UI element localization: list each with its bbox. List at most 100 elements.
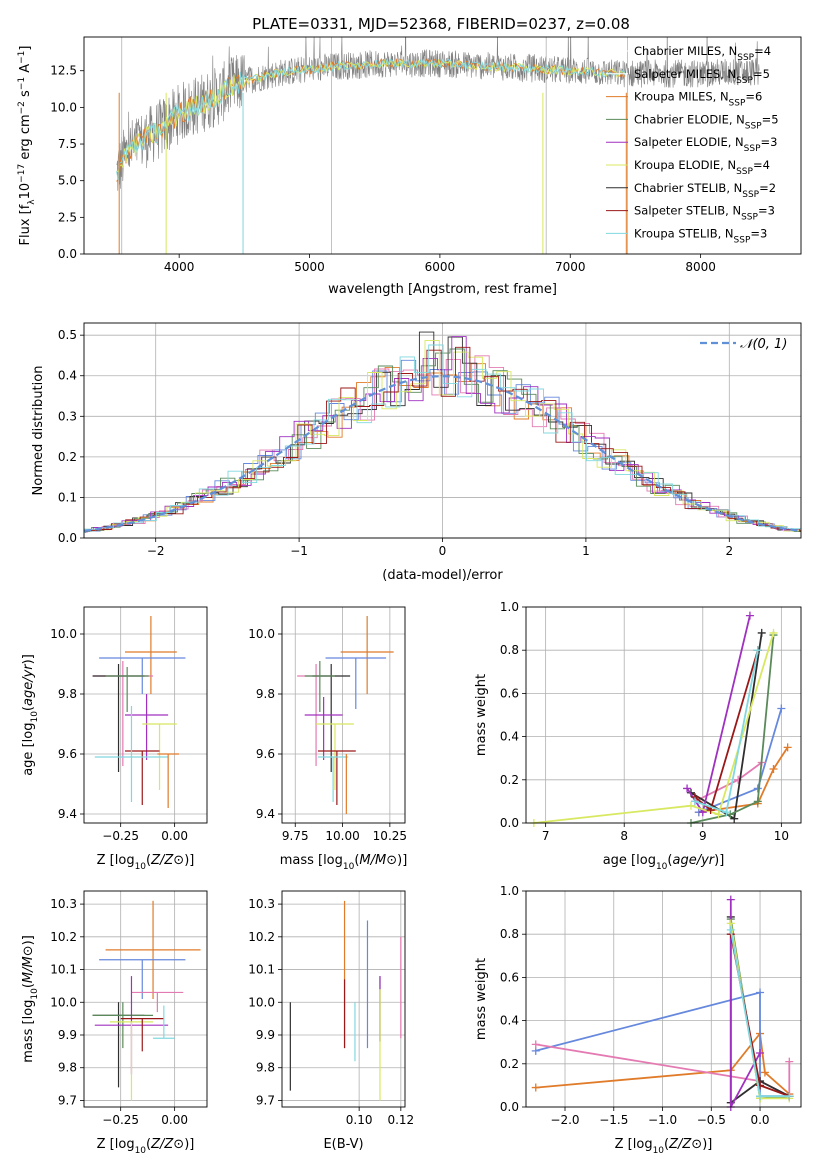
x-tick-label: 2 [725,544,733,558]
x-tick-label: 0.00 [161,1113,188,1127]
y-tick-label: 0.0 [58,531,77,545]
data-point [769,628,778,637]
y-tick-label: 9.7 [256,1093,275,1107]
x-tick-label: −2 [147,544,165,558]
figure-title: PLATE=0331, MJD=52368, FIBERID=0237, z=0… [252,15,630,33]
legend-entry: 𝒩(0, 1) [740,337,787,352]
label-part: age/yr [21,663,36,706]
label-part: ( [21,983,36,988]
panel-mass-vs-Z: −0.25 0.00 9.7 9.8 9.9 10.0 10.1 10.2 10.3 Z [log… [21,890,208,1156]
x-tick-label: 0.10 [346,1113,373,1127]
y-tick-label: 0.0 [500,1100,519,1114]
y-tick-label: 2.5 [58,210,77,224]
label-part: 10 [30,988,40,1000]
x-axis-label: wavelength [Angstrom, rest frame] [328,282,557,297]
y-axis-label: mass [log10(M/M⊙)] [21,935,40,1063]
y-tick-label: 9.7 [58,1093,77,1107]
label-part: mass [log [280,853,343,868]
x-axis-label: mass [log10(M/M⊙)] [280,853,408,872]
y-tick-label: 10.0 [248,995,275,1009]
y-tick-label: 0.4 [500,730,519,744]
label-part: SSP [729,99,746,109]
y-axis-label: Flux [fλ10−17 erg cm−2 s−1 A−1] [17,46,37,246]
label-part: Chabrier ELODIE, N [634,112,745,126]
x-tick-label: −1.0 [648,1113,677,1127]
y-tick-label: 10.3 [50,897,77,911]
label-part: 10 [656,862,668,872]
label-part: 10 [135,1146,147,1156]
label-part: Z/Z⊙ [150,1137,184,1152]
label-part: ( [667,853,672,868]
y-tick-label: 10.3 [248,897,275,911]
data-point [785,1057,794,1066]
y-tick-label: 0.8 [500,927,519,941]
legend-entry: Chabrier MILES, NSSP=4 [634,44,771,63]
legend-entry: Kroupa ELODIE, NSSP=4 [634,158,770,177]
label-part: ] [18,46,33,51]
label-part: SSP [745,121,762,131]
x-tick-label: 10.00 [325,829,359,843]
x-tick-label: 4000 [164,260,195,274]
y-tick-label: 10.0 [248,627,275,641]
label-part: Kroupa ELODIE, N [634,158,736,172]
series-line [533,632,775,823]
y-tick-label: 10.1 [50,963,77,977]
label-part: SSP [744,144,761,154]
axes-frame [83,322,802,539]
axes-frame [83,890,208,1108]
label-part: )] [184,853,194,868]
label-part: Z/Z⊙ [150,853,184,868]
label-part: A [18,64,33,77]
label-part: =2 [759,181,776,195]
data-point [783,743,792,752]
y-axis-label: mass weight [474,958,489,1040]
panel-mass-weight-vs-Z: −2.0 −1.5 −1.0 −0.5 0.0 0.0 0.2 0.4 0.6 0.8 1.0 Z [… [474,884,802,1156]
label-part: age [log [603,853,656,868]
panel-age-vs-Z: −0.25 0.009.49.69.810.0Z [log10(Z/Z⊙)]age… [21,606,208,872]
label-part: =6 [745,90,762,104]
data-point [756,1049,765,1057]
axes-frame [281,890,406,1108]
y-tick-label: 9.8 [58,687,77,701]
label-part: 10 [653,1146,665,1156]
label-part: ( [354,853,359,868]
series-line [690,635,775,823]
y-tick-label: 5.0 [58,174,77,188]
label-part: ( [664,1137,669,1152]
label-part: age [log [21,723,36,776]
data-point [753,784,762,793]
panel-age-vs-mass: 9.75 10.00 10.25 9.4 9.6 9.8 10.0 mass [log10(M… [248,606,408,872]
label-part: Salpeter STELIB, N [634,204,741,218]
label-part: )] [21,654,36,664]
label-part: λ [27,199,37,205]
x-tick-label: 10.25 [373,829,407,843]
legend-entry: Chabrier STELIB, NSSP=2 [634,181,776,200]
label-part: )] [21,935,36,945]
data-point [726,895,735,904]
data-point [683,784,692,793]
label-part: mass [log [21,1000,36,1063]
label-part: Kroupa MILES, N [634,90,729,104]
label-part: ( [146,853,151,868]
histogram-step [84,363,801,533]
label-part: ( [146,1137,151,1152]
axes-frame [525,890,802,1108]
data-point [745,611,754,620]
label-part: SSP [736,167,753,177]
histogram-step [84,346,801,532]
data-point [753,646,762,655]
label-part: SSP [742,190,759,200]
x-axis-label: Z [log10(Z/Z⊙)] [97,1137,195,1156]
data-point [714,810,723,819]
plots-layer: 4000 5000 6000 7000 80000.02.55.07.510.012.5… [17,36,802,1156]
legend-entry: Kroupa STELIB, NSSP=3 [634,226,767,245]
label-part: Salpeter MILES, N [634,67,736,81]
x-tick-label: −2.0 [550,1113,579,1127]
data-point [726,925,735,934]
label-part: =5 [762,112,779,126]
y-tick-label: 0.0 [58,247,77,261]
label-part: =4 [753,158,770,172]
label-part: M/M⊙ [21,945,36,983]
x-tick-label: 0 [439,544,447,558]
